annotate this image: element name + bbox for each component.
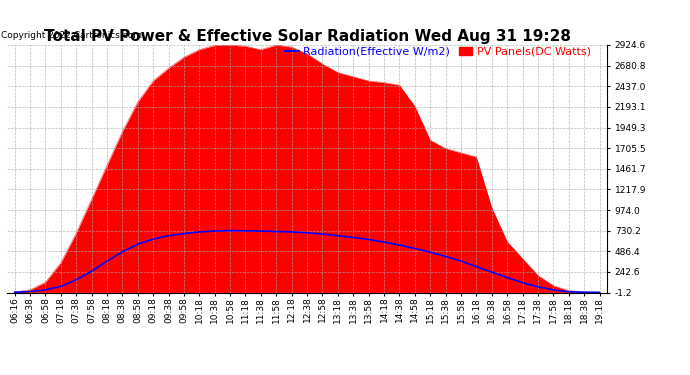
Text: Copyright 2022 Cartronics.com: Copyright 2022 Cartronics.com	[1, 31, 142, 40]
Legend: Radiation(Effective W/m2), PV Panels(DC Watts): Radiation(Effective W/m2), PV Panels(DC …	[281, 42, 595, 62]
Title: Total PV Power & Effective Solar Radiation Wed Aug 31 19:28: Total PV Power & Effective Solar Radiati…	[43, 29, 571, 44]
